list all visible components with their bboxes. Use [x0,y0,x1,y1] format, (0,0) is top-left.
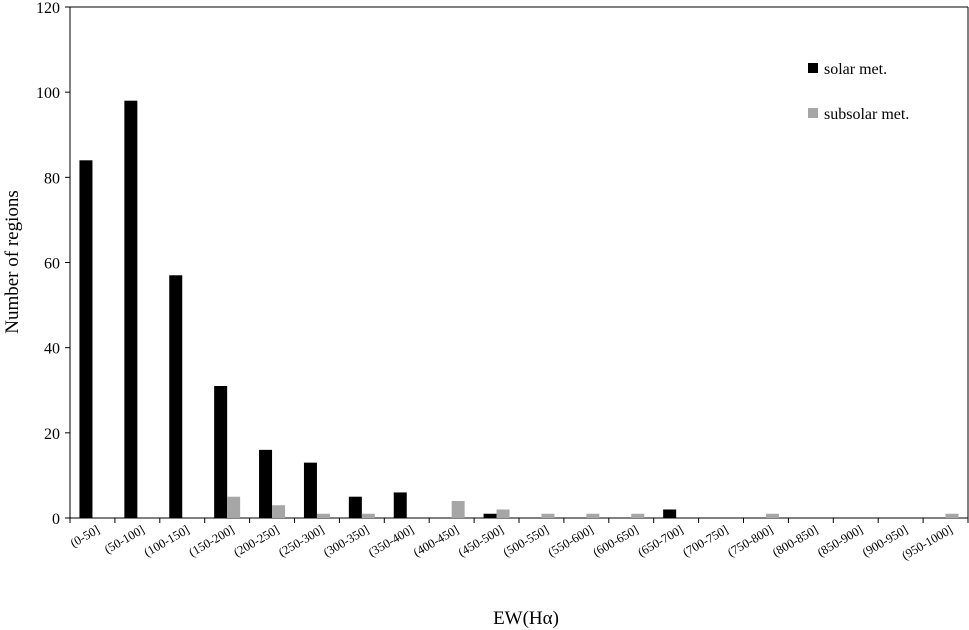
x-tick-label: (100-150] [141,522,191,559]
legend-swatch-subsolar [808,108,818,118]
bar-solar [169,275,183,518]
bar-solar [214,385,228,518]
y-ticks: 0 20 40 60 80 100 120 [36,0,70,528]
x-tick-label: (450-500] [456,522,506,559]
x-tick-label: (550-600] [546,522,596,559]
bar-subsolar [361,513,375,518]
bar-solar [79,160,93,519]
bar-solar [303,462,317,518]
x-tick-label: (600-650] [590,522,640,559]
x-ticks: (0-50] (50-100](100-150](150-200](200-250… [68,518,969,563]
bar-subsolar [451,500,465,518]
x-tick-label: (200-250] [231,522,281,559]
legend: solar met. subsolar met. [808,61,909,123]
y-tick-label: 100 [36,85,60,102]
bar-subsolar [586,513,600,518]
x-tick-label: (50-100] [102,522,147,556]
legend-swatch-solar [808,63,818,73]
x-tick-label: (850-900] [815,522,865,559]
bar-subsolar [945,513,959,518]
y-tick-label: 80 [44,170,60,187]
x-tick-label: (0-50] [68,522,102,550]
bars [79,100,959,519]
bar-subsolar [316,513,330,518]
y-tick-label: 20 [44,426,60,443]
bar-solar [348,496,362,518]
x-tick-label: (800-850] [770,522,820,559]
x-axis-title: EW(Hα) [493,608,559,629]
legend-label-subsolar: subsolar met. [824,106,909,123]
x-tick-label: (950-1000] [899,522,955,562]
bar-subsolar [496,509,510,518]
y-tick-label: 120 [36,0,60,17]
x-tick-label: (500-550] [501,522,551,559]
bar-solar [483,513,497,518]
x-tick-label: (400-450] [411,522,461,559]
bar-solar [259,449,273,518]
bar-subsolar [272,505,286,518]
x-tick-label: (150-200] [186,522,236,559]
y-tick-label: 60 [44,256,60,273]
bar-solar [663,509,677,518]
y-axis-title: Number of regions [2,190,23,334]
x-tick-label: (250-300] [276,522,326,559]
legend-label-solar: solar met. [824,61,887,78]
bar-solar [393,492,407,518]
x-tick-label: (350-400] [366,522,416,559]
x-tick-label: (300-350] [321,522,371,559]
bar-solar [124,100,138,518]
bar-subsolar [541,513,555,518]
x-tick-label: (750-800] [725,522,775,559]
bar-subsolar [631,513,645,518]
x-tick-label: (700-750] [680,522,730,559]
y-tick-label: 0 [52,511,60,528]
y-tick-label: 40 [44,341,60,358]
bar-subsolar [227,496,241,518]
x-tick-label: (650-700] [635,522,685,559]
bar-subsolar [765,513,779,518]
